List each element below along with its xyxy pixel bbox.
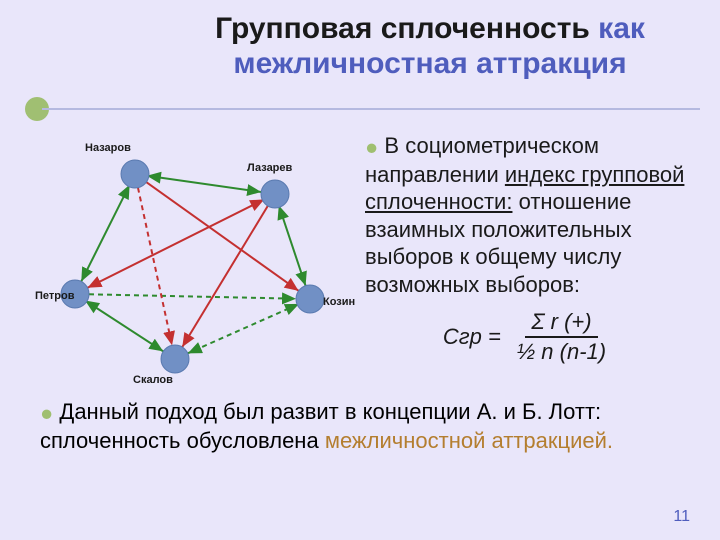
formula-denominator: ½ n (n-1) xyxy=(511,338,612,366)
bullet-1-text: ● В социометрическом направлении индекс … xyxy=(365,124,720,540)
formula: Cгр = Σ r (+) ½ n (n-1) xyxy=(365,308,690,365)
node-label-lazarev: Лазарев xyxy=(247,162,292,174)
node-label-kozin: Козин xyxy=(323,296,355,308)
formula-fraction: Σ r (+) ½ n (n-1) xyxy=(511,308,612,365)
edge-petrov-skalov xyxy=(87,302,164,352)
bullet-2-text: ● Данный подход был развит в концепции А… xyxy=(40,398,690,454)
edge-nazarov-petrov xyxy=(81,187,128,282)
title-rule xyxy=(42,108,700,110)
edge-lazarev-skalov xyxy=(182,206,267,347)
edge-petrov-kozin xyxy=(89,294,296,298)
title-part3: аттракция xyxy=(476,47,626,80)
formula-lhs: Cгр = xyxy=(443,323,501,351)
node-skalov xyxy=(161,345,189,373)
node-label-petrov: Петров xyxy=(35,290,74,302)
node-nazarov xyxy=(121,160,149,188)
node-lazarev xyxy=(261,180,289,208)
formula-numerator: Σ r (+) xyxy=(525,308,597,338)
sociogram-diagram: Назаров Лазарев Петров Козин Скалов xyxy=(25,134,365,394)
edge-nazarov-lazarev xyxy=(149,176,261,192)
bottom-accent: межличностной аттракцией. xyxy=(325,428,613,453)
content-area: Назаров Лазарев Петров Козин Скалов ● В соци… xyxy=(0,124,720,540)
edge-lazarev-petrov xyxy=(88,200,263,287)
node-kozin xyxy=(296,285,324,313)
slide-title: Групповая сплоченность как межличностная… xyxy=(0,0,720,85)
title-part1: Групповая сплоченность xyxy=(215,12,590,45)
edge-nazarov-skalov xyxy=(138,188,172,346)
node-label-nazarov: Назаров xyxy=(85,142,131,154)
edge-lazarev-kozin xyxy=(279,207,305,285)
node-label-skalov: Скалов xyxy=(133,374,173,386)
sociogram-svg xyxy=(25,134,365,394)
bullet-icon: ● xyxy=(40,400,53,425)
bullet-icon: ● xyxy=(365,134,378,159)
page-number: 11 xyxy=(673,508,690,526)
